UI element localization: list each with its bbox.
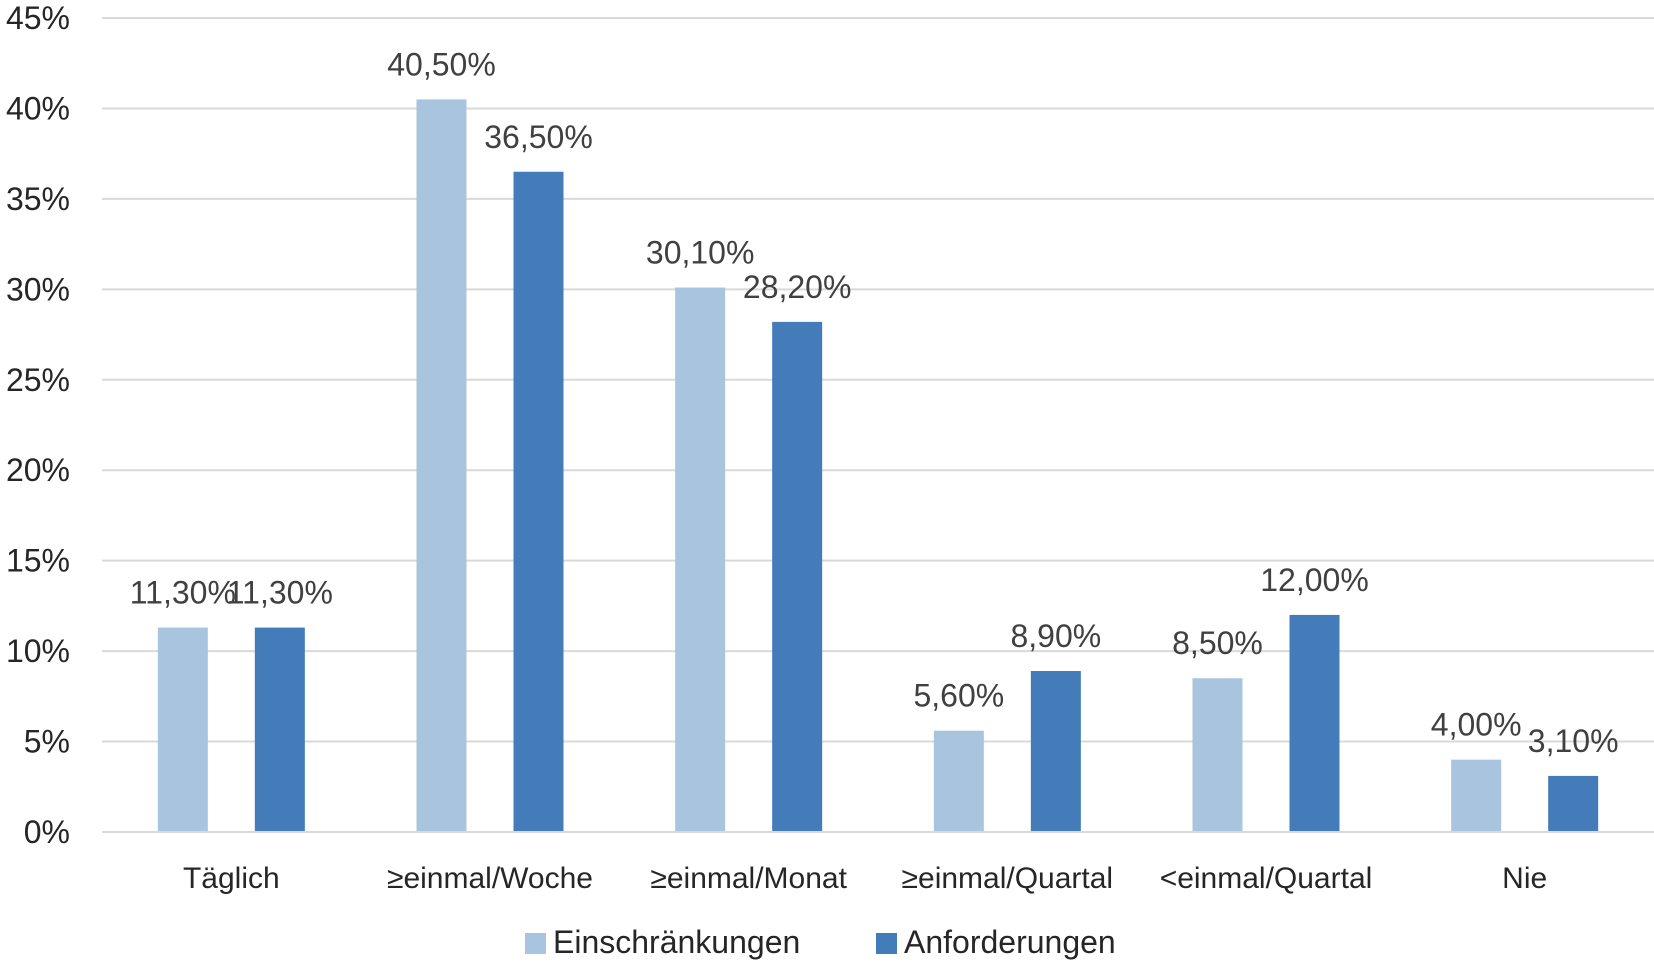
bar-einschraenkungen [1451, 759, 1502, 832]
data-label: 5,60% [913, 678, 1004, 714]
grid-layer [102, 17, 1654, 743]
bar-einschraenkungen [675, 287, 726, 833]
bar-anforderungen [1289, 614, 1340, 832]
bar-einschraenkungen [416, 99, 467, 832]
data-label: 3,10% [1528, 723, 1619, 759]
category-label: Täglich [183, 862, 280, 895]
y-tick-label: 0% [24, 814, 70, 850]
bar-anforderungen [1030, 671, 1081, 832]
data-label: 30,10% [646, 235, 755, 271]
bar-anforderungen [772, 321, 823, 832]
data-label: 11,30% [227, 575, 333, 611]
legend: Einschränkungen Anforderungen [525, 924, 1116, 960]
y-tick-label: 40% [6, 90, 70, 126]
bar-einschraenkungen [933, 730, 984, 832]
y-tick-label: 35% [6, 181, 70, 217]
data-label: 12,00% [1260, 562, 1369, 598]
bar-anforderungen [513, 171, 564, 832]
y-tick-label: 5% [24, 724, 70, 760]
category-label: ≥einmal/Woche [387, 862, 593, 895]
bar-anforderungen [254, 627, 305, 832]
data-label: 8,90% [1010, 618, 1101, 654]
data-label: 40,50% [387, 46, 496, 82]
data-labels: 11,30%11,30% 40,50% 36,50% 30,10%28,20% 5,60… [130, 46, 1619, 759]
bar-einschraenkungen [157, 627, 208, 832]
data-label: 4,00% [1431, 707, 1522, 743]
legend-label-anforderungen: Anforderungen [904, 924, 1116, 960]
data-label: 36,50% [484, 119, 593, 155]
category-labels: Täglich ≥einmal/Woche ≥einmal/Monat ≥einmal… [183, 862, 1547, 895]
category-label: Nie [1502, 862, 1547, 895]
category-label: <einmal/Quartal [1160, 862, 1373, 895]
data-label: 28,20% [743, 269, 852, 305]
bar-einschraenkungen [1192, 678, 1243, 832]
category-label: ≥einmal/Quartal [902, 862, 1114, 895]
data-label: 11,30% [130, 575, 236, 611]
bars [157, 99, 1599, 833]
data-label: 8,50% [1172, 625, 1263, 661]
category-label: ≥einmal/Monat [650, 862, 847, 895]
y-tick-label: 45% [6, 0, 70, 36]
legend-swatch-anforderungen [876, 933, 897, 954]
y-tick-label: 10% [6, 633, 70, 669]
y-tick-label: 20% [6, 452, 70, 488]
y-axis-ticks: 0% 5% 10% 15% 20% 25% 30% 35% 40% 45% [6, 0, 70, 850]
y-tick-label: 15% [6, 543, 70, 579]
y-tick-label: 30% [6, 271, 70, 307]
bar-anforderungen [1548, 775, 1599, 832]
legend-swatch-einschraenkungen [525, 933, 546, 954]
legend-label-einschraenkungen: Einschränkungen [553, 924, 800, 960]
y-tick-label: 25% [6, 362, 70, 398]
